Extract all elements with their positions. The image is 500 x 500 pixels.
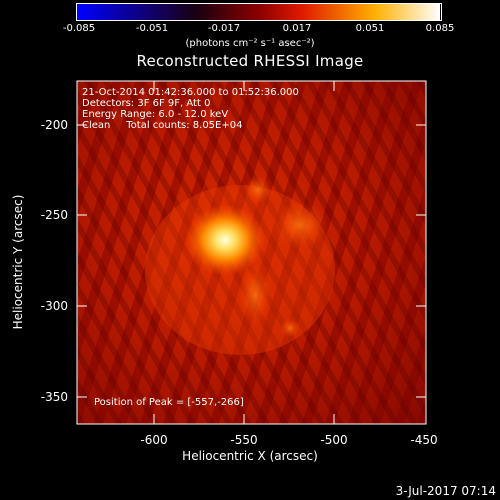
colorbar-units: (photons cm⁻² s⁻¹ asec⁻²) <box>185 38 315 49</box>
y-tick-label: -300 <box>40 299 68 313</box>
x-tick-label: -500 <box>320 433 348 447</box>
image-info: 21-Oct-2014 01:42:36.000 to 01:52:36.000… <box>82 87 299 131</box>
x-tick-label: -600 <box>140 433 168 447</box>
y-tick-label: -250 <box>40 208 68 222</box>
x-tick-label: -450 <box>410 433 438 447</box>
y-tick-label: -350 <box>40 390 68 404</box>
x-axis-title: Heliocentric X (arcsec) <box>182 449 318 463</box>
peak-position: Position of Peak = [-557,-266] <box>94 397 244 408</box>
y-axis-title: Heliocentric Y (arcsec) <box>11 194 25 330</box>
colorbar <box>76 3 442 21</box>
info-time-range: 21-Oct-2014 01:42:36.000 to 01:52:36.000 <box>82 87 299 98</box>
colorbar-tick: -0.085 <box>62 23 96 34</box>
info-energy-range: Energy Range: 6.0 - 12.0 keV <box>82 109 229 120</box>
plot-frame <box>76 80 427 425</box>
info-total-counts: Clean Total counts: 8.05E+04 <box>82 120 243 131</box>
x-tick-label: -550 <box>230 433 258 447</box>
y-axis-ticks <box>77 124 426 398</box>
plot-title: Reconstructed RHESSI Image <box>136 52 364 70</box>
x-axis-ticks <box>153 81 335 424</box>
y-tick-label: -200 <box>40 118 68 132</box>
colorbar-tick: -0.051 <box>135 23 169 34</box>
date-stamp: 3-Jul-2017 07:14 <box>395 484 496 498</box>
colorbar-tick: -0.017 <box>207 23 241 34</box>
colorbar-tick: 0.017 <box>282 23 312 34</box>
colorbar-tick: 0.085 <box>425 23 455 34</box>
info-detectors: Detectors: 3F 6F 9F, Att 0 <box>82 98 211 109</box>
colorbar-tick: 0.051 <box>355 23 385 34</box>
